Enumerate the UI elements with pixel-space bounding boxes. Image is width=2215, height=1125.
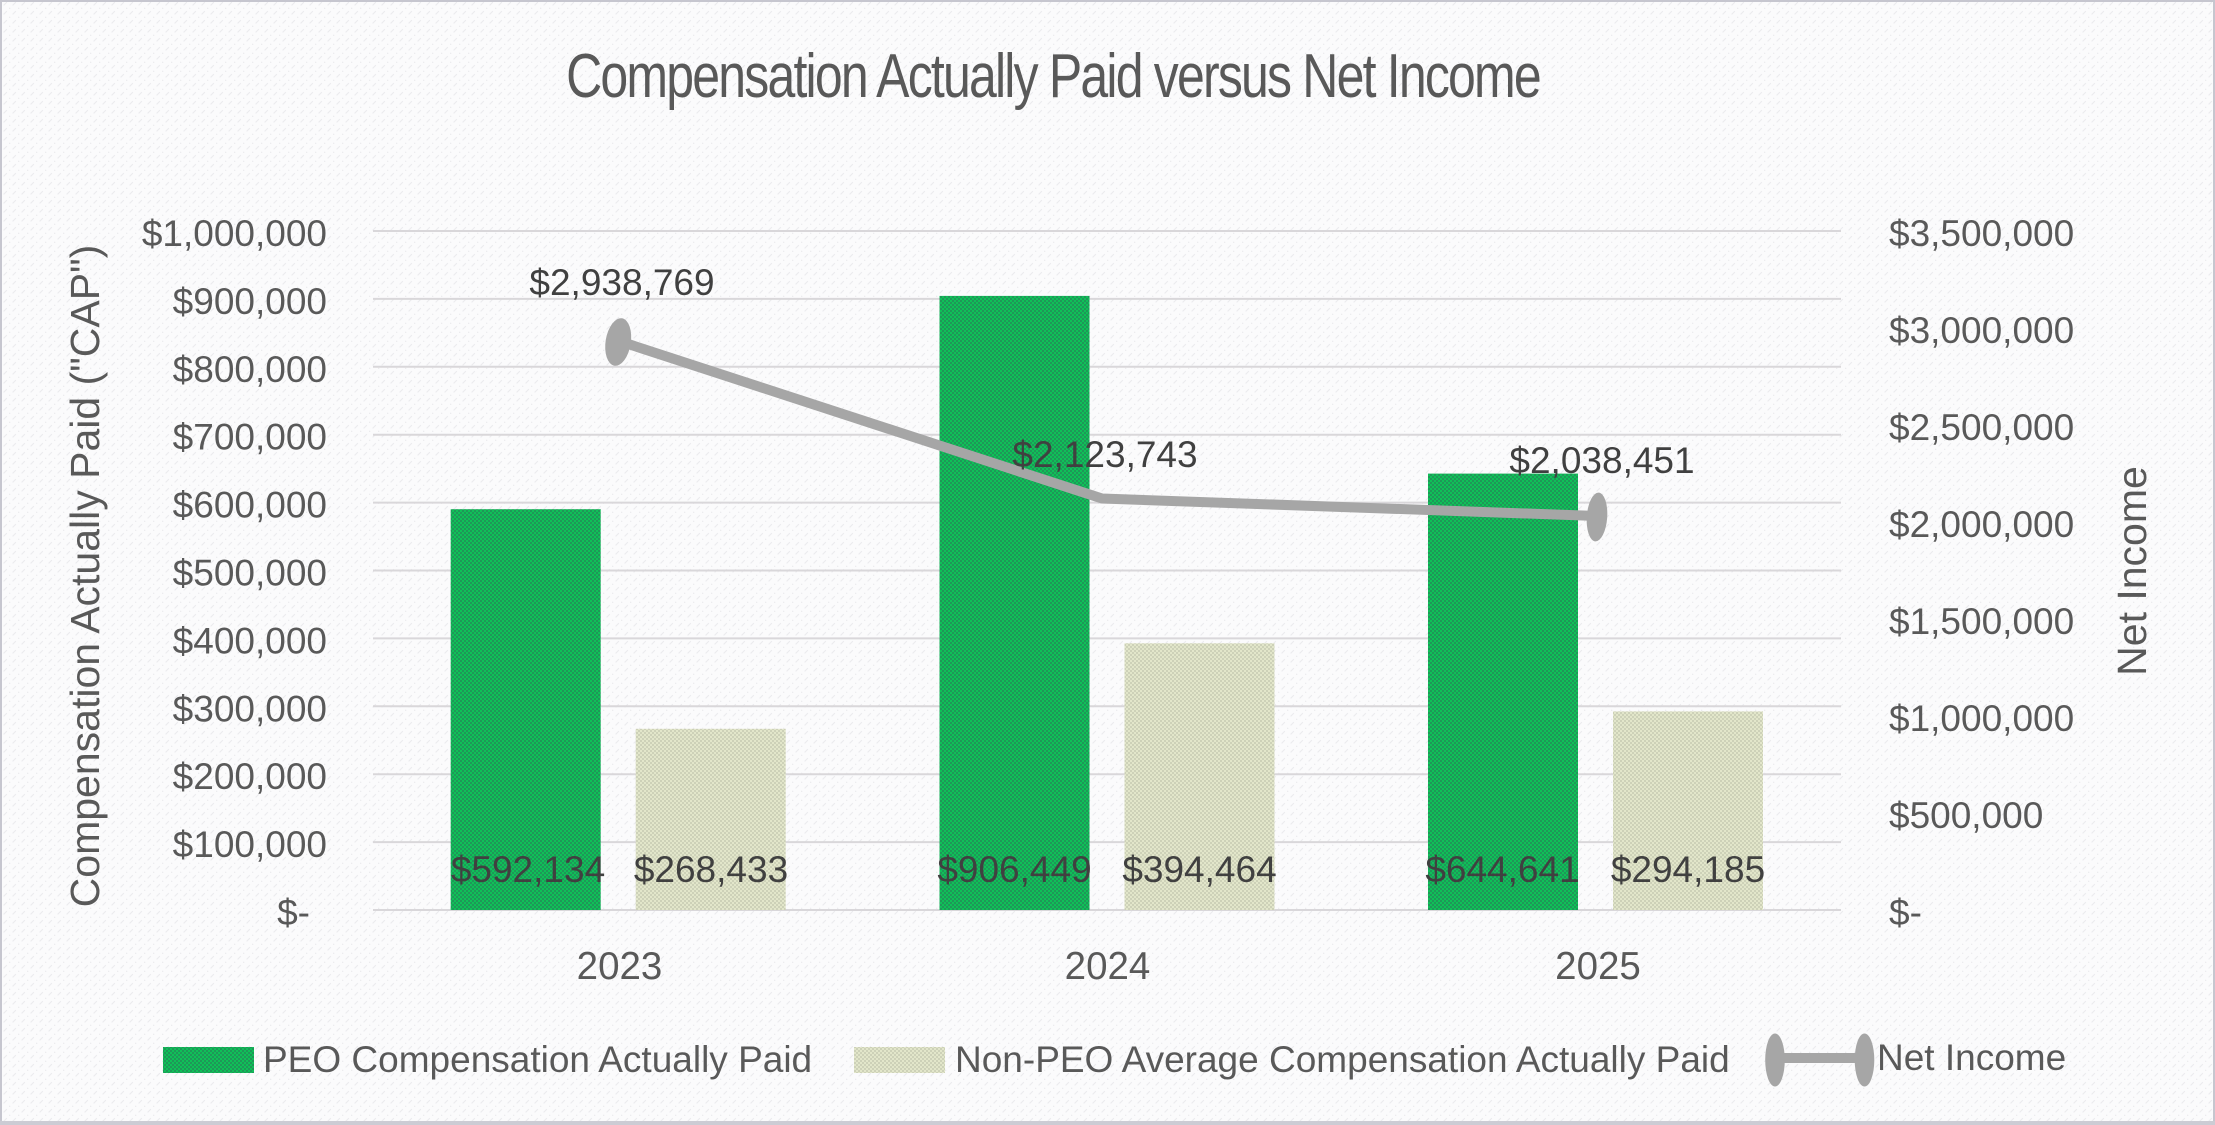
svg-text:$394,464: $394,464 <box>1122 849 1276 890</box>
svg-text:$1,000,000: $1,000,000 <box>1889 698 2074 739</box>
svg-text:Net Income: Net Income <box>1877 1037 2066 1078</box>
svg-text:$500,000: $500,000 <box>1889 795 2043 836</box>
svg-text:$2,500,000: $2,500,000 <box>1889 407 2074 448</box>
svg-text:$644,641: $644,641 <box>1425 849 1579 890</box>
svg-text:$268,433: $268,433 <box>634 849 788 890</box>
svg-text:$3,500,000: $3,500,000 <box>1889 213 2074 254</box>
svg-text:Compensation Actually Paid ("C: Compensation Actually Paid ("CAP") <box>62 245 108 908</box>
svg-text:$906,449: $906,449 <box>937 849 1091 890</box>
svg-text:$100,000: $100,000 <box>173 824 327 865</box>
svg-text:$1,500,000: $1,500,000 <box>1889 601 2074 642</box>
svg-text:$500,000: $500,000 <box>173 553 327 594</box>
svg-text:$294,185: $294,185 <box>1611 849 1765 890</box>
svg-text:Non-PEO Average Compensation A: Non-PEO Average Compensation Actually Pa… <box>955 1039 1730 1080</box>
svg-text:$2,038,451: $2,038,451 <box>1509 440 1694 481</box>
svg-text:$592,134: $592,134 <box>451 849 605 890</box>
svg-text:$600,000: $600,000 <box>173 485 327 526</box>
svg-text:$-: $- <box>1889 892 1922 933</box>
svg-text:$-: $- <box>277 892 310 933</box>
svg-text:Compensation Actually Paid ver: Compensation Actually Paid versus Net In… <box>566 41 1540 111</box>
svg-text:PEO Compensation Actually Paid: PEO Compensation Actually Paid <box>263 1039 812 1080</box>
svg-text:$800,000: $800,000 <box>173 349 327 390</box>
svg-text:$2,938,769: $2,938,769 <box>529 262 714 303</box>
svg-text:2023: 2023 <box>577 945 663 988</box>
svg-text:$300,000: $300,000 <box>173 688 327 729</box>
svg-text:$900,000: $900,000 <box>173 281 327 322</box>
svg-text:$2,123,743: $2,123,743 <box>1012 434 1197 475</box>
svg-text:$2,000,000: $2,000,000 <box>1889 504 2074 545</box>
svg-text:$400,000: $400,000 <box>173 620 327 661</box>
svg-text:$200,000: $200,000 <box>173 756 327 797</box>
svg-text:2025: 2025 <box>1555 945 1641 988</box>
svg-text:Net Income: Net Income <box>2109 466 2155 676</box>
svg-text:$3,000,000: $3,000,000 <box>1889 310 2074 351</box>
svg-text:$700,000: $700,000 <box>173 417 327 458</box>
svg-text:$1,000,000: $1,000,000 <box>142 213 327 254</box>
svg-text:2024: 2024 <box>1065 945 1151 988</box>
